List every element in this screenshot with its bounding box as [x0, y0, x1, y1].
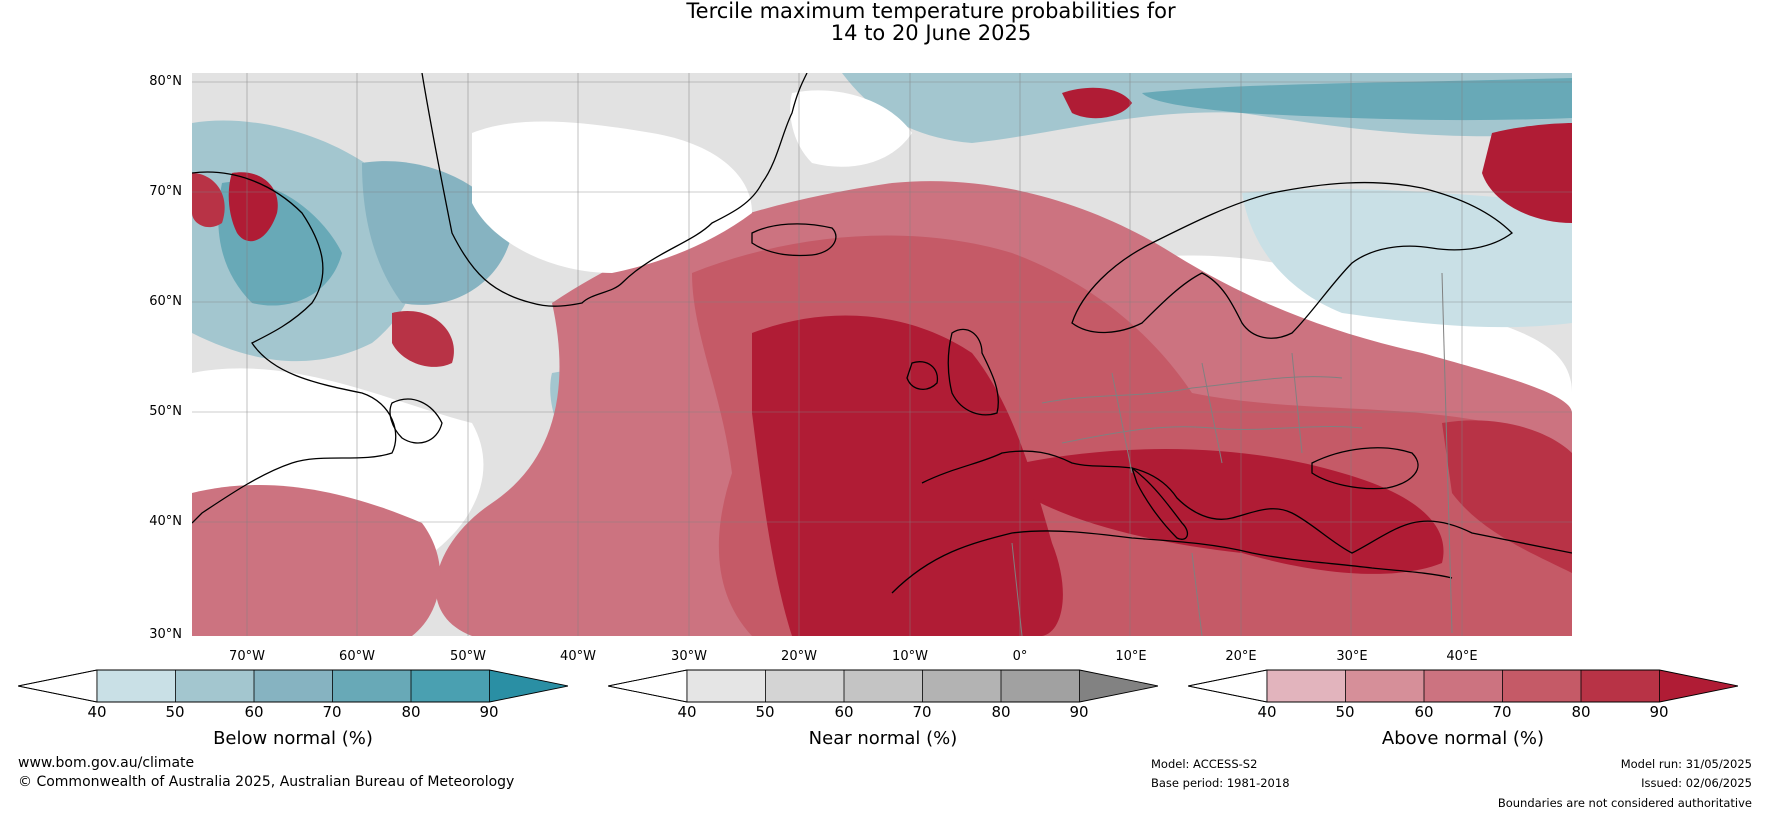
colorbar-segment: [332, 670, 411, 702]
title-line-2: 14 to 20 June 2025: [830, 21, 1032, 45]
cbar-above-tick-50: 50: [1335, 703, 1355, 721]
colorbar-segment: [1345, 670, 1424, 702]
colorbar-segment: [1001, 670, 1080, 702]
cbar-near-tick-90: 90: [1069, 703, 1089, 721]
title-line-1: Tercile maximum temperature probabilitie…: [686, 0, 1176, 23]
cbar-above-tick-40: 40: [1257, 703, 1277, 721]
issued-text: Issued: 02/06/2025: [1641, 776, 1752, 790]
cbar-below-tick-90: 90: [479, 703, 499, 721]
lon-label-30w: 30°W: [671, 649, 707, 664]
colorbar-segment: [844, 670, 923, 702]
cbar-above-tick-80: 80: [1571, 703, 1591, 721]
colorbar-segment: [1424, 670, 1503, 702]
disclaimer-text: Boundaries are not considered authoritat…: [1497, 796, 1752, 810]
cbar-near-tick-40: 40: [677, 703, 697, 721]
cbar-below-tick-40: 40: [87, 703, 107, 721]
lat-label-30n: 30°N: [149, 627, 182, 642]
cbar-near-tick-80: 80: [991, 703, 1011, 721]
model-run-text: Model run: 31/05/2025: [1620, 757, 1752, 771]
colorbar-extend-high: [489, 670, 569, 702]
lon-label-20w: 20°W: [781, 649, 817, 664]
lon-label-40e: 40°E: [1446, 649, 1478, 664]
colorbar-segment: [765, 670, 844, 702]
lon-label-30e: 30°E: [1336, 649, 1368, 664]
cbar-near-tick-60: 60: [834, 703, 854, 721]
colorbar-segment: [1502, 670, 1581, 702]
lon-label-10e: 10°E: [1115, 649, 1147, 664]
cbar-near-tick-70: 70: [912, 703, 932, 721]
lon-label-10w: 10°W: [892, 649, 928, 664]
colorbar-near-normal: [607, 669, 1159, 703]
colorbar-extend-low: [1187, 669, 1268, 703]
lon-label-0: 0°: [1012, 649, 1028, 664]
colorbar-segment: [97, 670, 176, 702]
probability-map: [192, 73, 1572, 636]
country-borders: [1011, 272, 1453, 636]
colorbar-extend-high: [1659, 670, 1739, 702]
colorbar-extend-low: [17, 669, 98, 703]
colorbar-segment: [1267, 670, 1346, 702]
colorbar-above-normal: [1187, 669, 1739, 703]
colorbar-extend-high: [1079, 670, 1159, 702]
colorbar-segment: [687, 670, 766, 702]
cbar-above-tick-60: 60: [1414, 703, 1434, 721]
lon-label-20e: 20°E: [1225, 649, 1257, 664]
lat-label-60n: 60°N: [149, 294, 182, 309]
lat-label-40n: 40°N: [149, 514, 182, 529]
lat-label-50n: 50°N: [149, 404, 182, 419]
copyright-text: © Commonwealth of Australia 2025, Austra…: [18, 774, 515, 790]
cbar-below-tick-80: 80: [401, 703, 421, 721]
website-text: www.bom.gov.au/climate: [18, 755, 195, 771]
colorbar-segment: [922, 670, 1001, 702]
lat-label-70n: 70°N: [149, 184, 182, 199]
colorbar-segment: [411, 670, 490, 702]
colorbar-segment: [1581, 670, 1660, 702]
cbar-below-tick-50: 50: [165, 703, 185, 721]
model-text: Model: ACCESS-S2: [1151, 757, 1258, 771]
colorbar-near-title: Near normal (%): [808, 728, 958, 749]
colorbar-segment: [254, 670, 333, 702]
colorbar-extend-low: [607, 669, 688, 703]
lon-label-60w: 60°W: [339, 649, 375, 664]
cbar-above-tick-70: 70: [1492, 703, 1512, 721]
colorbar-below-normal: [17, 669, 569, 703]
lon-label-70w: 70°W: [229, 649, 265, 664]
cbar-below-tick-60: 60: [244, 703, 264, 721]
cbar-below-tick-70: 70: [322, 703, 342, 721]
colorbar-above-title: Above normal (%): [1381, 728, 1545, 749]
lat-label-80n: 80°N: [149, 74, 182, 89]
cbar-above-tick-90: 90: [1649, 703, 1669, 721]
colorbar-segment: [175, 670, 254, 702]
colorbar-below-title: Below normal (%): [213, 728, 373, 749]
cbar-near-tick-50: 50: [755, 703, 775, 721]
map-graticule: [192, 73, 1572, 636]
base-period-text: Base period: 1981-2018: [1151, 776, 1290, 790]
coastlines: [192, 73, 1572, 594]
lon-label-40w: 40°W: [560, 649, 596, 664]
lon-label-50w: 50°W: [450, 649, 486, 664]
